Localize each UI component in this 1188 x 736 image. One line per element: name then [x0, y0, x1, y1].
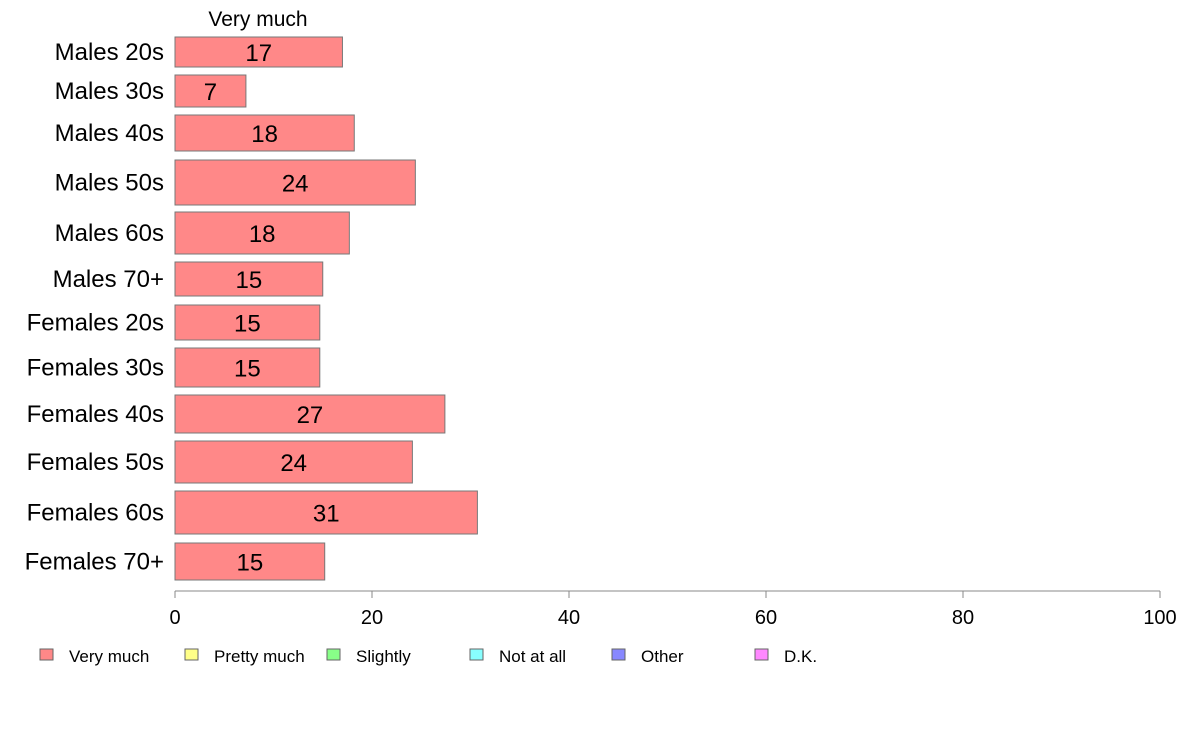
bar — [174, 74, 247, 108]
category-label: Females 40s — [27, 401, 164, 428]
bar-value-label: 27 — [297, 402, 324, 429]
legend-label: D.K. — [784, 647, 817, 666]
category-label: Females 50s — [27, 449, 164, 476]
category-labels: Males 20s Males 30s Males 40s Males 50s Male… — [25, 39, 164, 576]
bar-value-label: 17 — [245, 40, 272, 67]
legend-label: Other — [641, 647, 684, 666]
legend-swatch — [469, 648, 484, 661]
category-label: Males 60s — [55, 220, 164, 247]
legend-swatch — [39, 648, 54, 661]
legend: Very much Pretty much Slightly Not at all Ot… — [39, 647, 817, 666]
bar-value-label: 24 — [282, 171, 309, 198]
legend-label: Slightly — [356, 647, 411, 666]
x-axis: 0 20 40 60 80 100 — [169, 590, 1177, 629]
legend-swatch — [184, 648, 199, 661]
x-tick-label: 0 — [169, 607, 180, 629]
x-tick-label: 60 — [755, 607, 777, 629]
bar — [174, 490, 478, 535]
column-header: Very much — [208, 8, 307, 31]
legend-label: Very much — [69, 647, 149, 666]
legend-swatch — [326, 648, 341, 661]
bar — [174, 36, 343, 68]
bar — [174, 542, 326, 581]
bar — [174, 211, 350, 255]
legend-swatch — [754, 648, 769, 661]
category-label: Males 50s — [55, 170, 164, 197]
bar-value-label: 24 — [280, 450, 307, 477]
bar-value-label: 18 — [251, 121, 278, 148]
bars — [174, 36, 478, 581]
category-label: Males 70+ — [53, 266, 164, 293]
legend-label: Pretty much — [214, 647, 305, 666]
bar — [174, 440, 413, 484]
bar-value-label: 15 — [234, 311, 261, 338]
category-label: Females 30s — [27, 355, 164, 382]
bar-value-label: 15 — [234, 356, 261, 383]
legend-swatch — [611, 648, 626, 661]
x-tick-label: 40 — [558, 607, 580, 629]
bar-value-label: 15 — [236, 267, 263, 294]
bar — [174, 114, 355, 152]
x-tick-label: 20 — [361, 607, 383, 629]
x-tick-label: 80 — [952, 607, 974, 629]
bar — [174, 261, 324, 297]
category-label: Males 40s — [55, 120, 164, 147]
bar-value-label: 31 — [313, 501, 340, 528]
bar — [174, 394, 446, 434]
bar — [174, 304, 321, 341]
x-tick-label: 100 — [1143, 607, 1176, 629]
bar-value-label: 15 — [237, 550, 264, 577]
legend-label: Not at all — [499, 647, 566, 666]
bar — [174, 159, 416, 206]
bar — [174, 347, 321, 388]
bar-value-label: 18 — [249, 221, 276, 248]
category-label: Females 70+ — [25, 549, 164, 576]
bar-value-label: 7 — [204, 79, 217, 106]
category-label: Females 20s — [27, 310, 164, 337]
category-label: Males 30s — [55, 78, 164, 105]
category-label: Males 20s — [55, 39, 164, 66]
category-label: Females 60s — [27, 500, 164, 527]
